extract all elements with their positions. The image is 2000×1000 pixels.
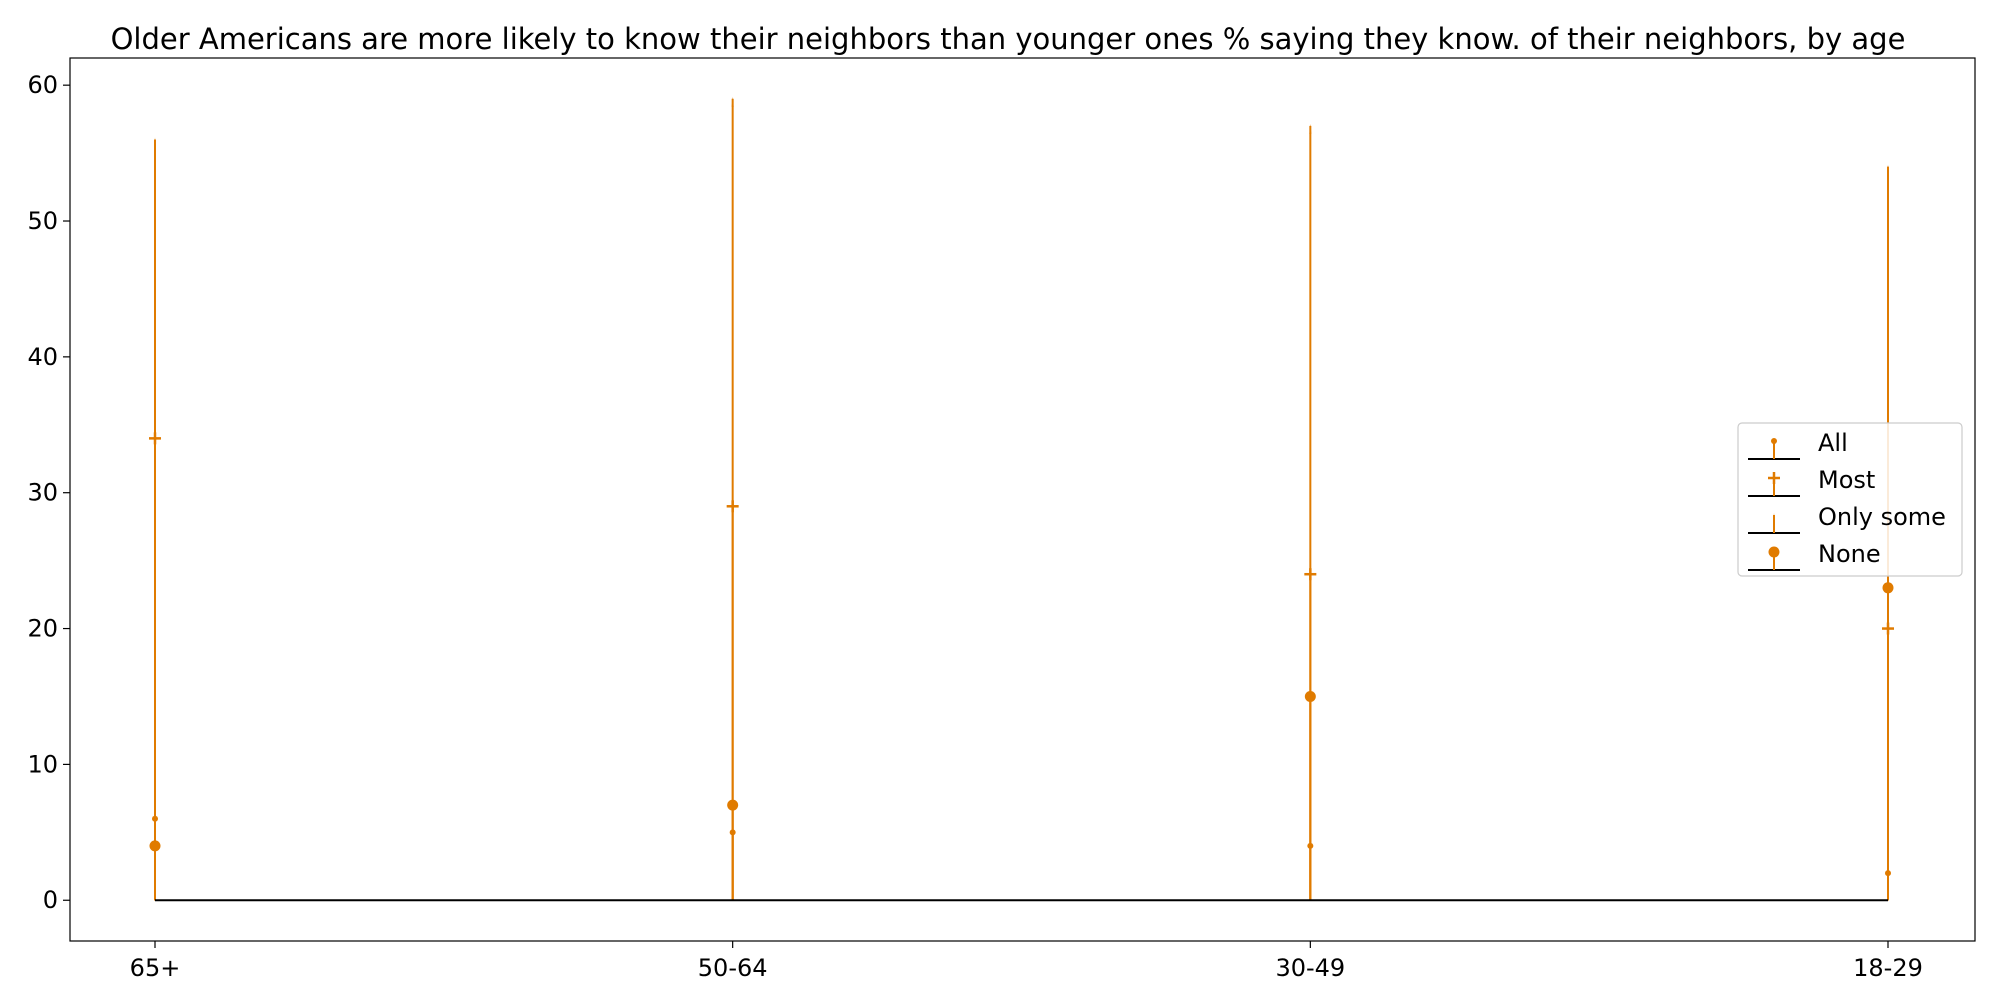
- marker-none-65+: [149, 840, 161, 852]
- legend-label: Only some: [1818, 503, 1946, 531]
- legend-marker-swatch: [1773, 513, 1775, 523]
- y-tick-label: 10: [27, 750, 58, 778]
- marker-most-65+: [149, 432, 161, 445]
- marker-most-50-64: [726, 500, 739, 513]
- legend-label: All: [1818, 429, 1848, 457]
- legend-item-all: All: [1748, 429, 1848, 460]
- marker-all-18-29: [1885, 870, 1891, 877]
- marker-none-50-64: [727, 799, 739, 811]
- stems-layer: [154, 98, 1889, 902]
- x-tick-label: 18-29: [1853, 954, 1923, 982]
- y-tick-label: 30: [27, 479, 58, 507]
- x-axis: 65+ 50-64 30-49 18-29: [130, 941, 1923, 982]
- legend-item-only-some: Only some: [1748, 503, 1946, 534]
- markers-layer: [149, 96, 1894, 877]
- legend-item-most: Most: [1748, 466, 1875, 497]
- marker-only-some-18-29: [1887, 164, 1889, 175]
- y-tick-label: 50: [27, 207, 58, 235]
- marker-only-some-30-49: [1309, 123, 1312, 134]
- legend-item-none: None: [1748, 540, 1881, 571]
- x-tick-label: 65+: [130, 954, 181, 982]
- marker-all-50-64: [729, 829, 736, 836]
- y-tick-label: 0: [43, 886, 58, 914]
- y-tick-label: 60: [27, 71, 58, 99]
- plot-area: [69, 57, 1976, 942]
- x-tick-label: 50-64: [698, 954, 768, 982]
- chart-title: Older Americans are more likely to know …: [111, 22, 1906, 56]
- legend-marker-swatch: [1771, 438, 1777, 444]
- marker-all-65+: [152, 815, 158, 822]
- y-tick-label: 40: [27, 343, 58, 371]
- marker-only-some-50-64: [731, 96, 734, 107]
- marker-most-18-29: [1882, 622, 1894, 635]
- marker-none-30-49: [1304, 690, 1316, 702]
- marker-all-30-49: [1307, 842, 1314, 849]
- legend-label: None: [1818, 540, 1881, 568]
- y-axis: 0 10 20 30 40 50 60: [27, 71, 70, 914]
- y-tick-label: 20: [27, 615, 58, 643]
- legend-marker-swatch: [1768, 546, 1780, 558]
- legend-label: Most: [1818, 466, 1875, 494]
- legend-box: [1737, 422, 1963, 577]
- legend-marker-swatch: [1768, 472, 1780, 484]
- marker-none-18-29: [1882, 582, 1894, 594]
- marker-only-some-65+: [154, 137, 156, 148]
- legend: All Most Only some None: [1737, 422, 1963, 577]
- marker-most-30-49: [1304, 568, 1317, 581]
- x-tick-label: 30-49: [1275, 954, 1345, 982]
